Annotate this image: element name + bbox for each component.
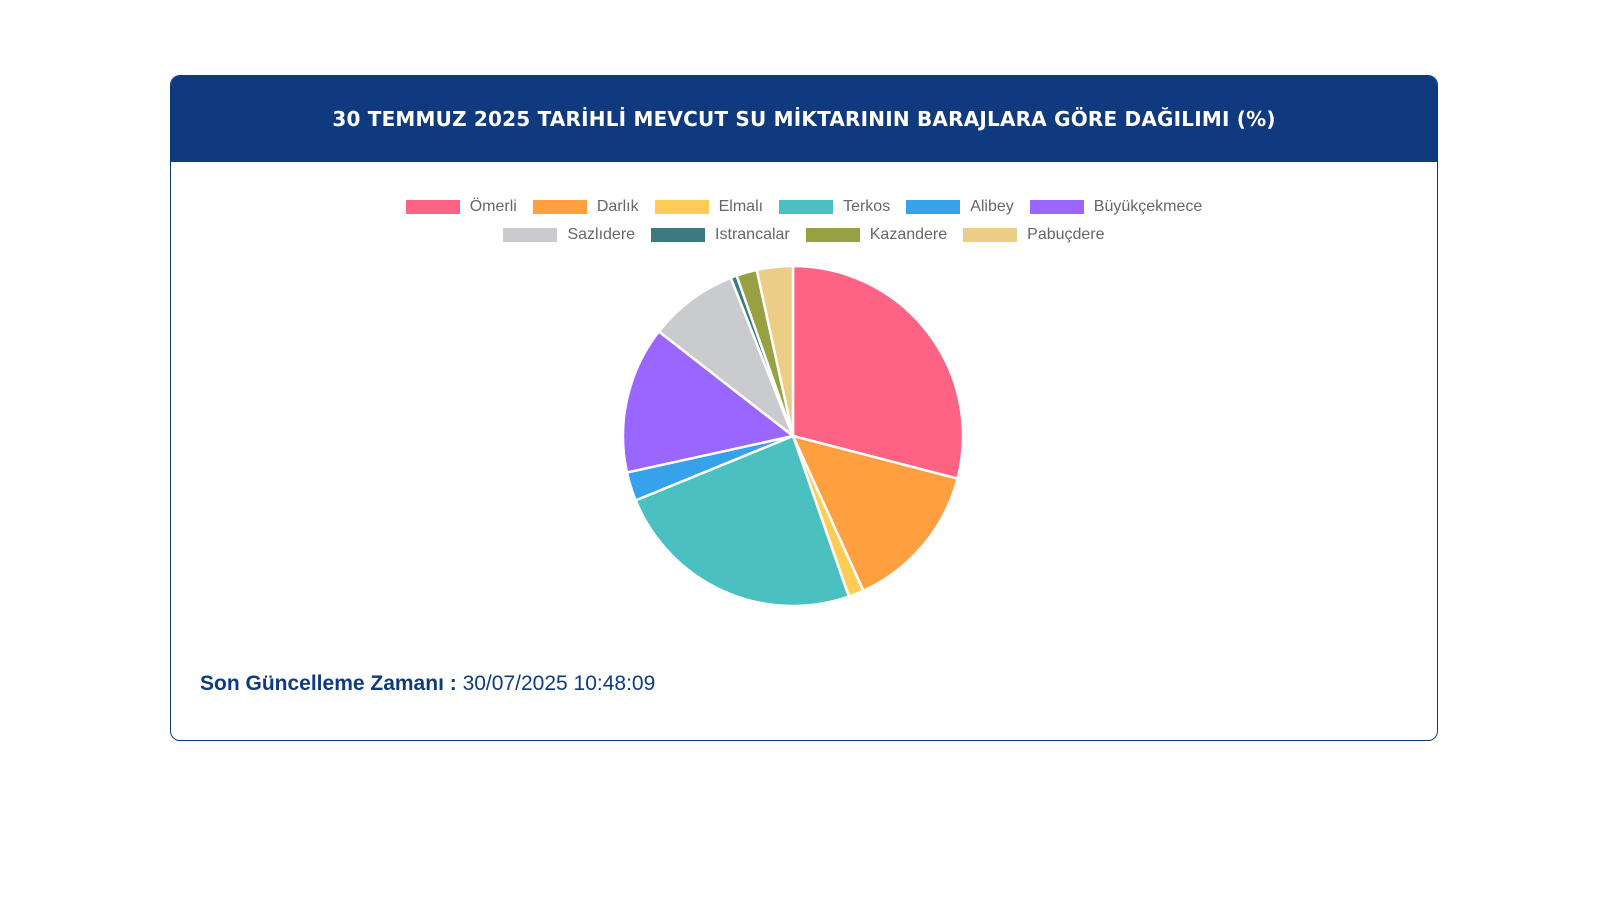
legend-swatch (651, 228, 706, 242)
pie-slice-pabucdere[interactable] (755, 264, 795, 437)
legend-item-sazlidere[interactable]: Sazlıdere (503, 226, 635, 244)
legend-label: Terkos (843, 198, 891, 215)
legend-swatch (532, 200, 587, 214)
legend-item-terkos[interactable]: Terkos (779, 198, 890, 216)
pie-slice-sazlidere[interactable] (657, 276, 796, 440)
legend-swatch (906, 200, 961, 214)
legend-label: Pabuçdere (1027, 226, 1105, 243)
chart-card: 30 TEMMUZ 2025 TARİHLİ MEVCUT SU MİKTARI… (170, 75, 1438, 741)
chart-title: 30 TEMMUZ 2025 TARİHLİ MEVCUT SU MİKTARI… (332, 107, 1276, 131)
pie-chart-area (171, 262, 1437, 622)
legend-label: Büyükçekmece (1093, 198, 1203, 215)
legend-item-pabucdere[interactable]: Pabuçdere (963, 226, 1105, 244)
legend-swatch (805, 228, 860, 242)
legend-swatch (779, 200, 834, 214)
legend-item-alibey[interactable]: Alibey (906, 198, 1014, 216)
legend-swatch (405, 200, 460, 214)
legend-item-darlik[interactable]: Darlık (532, 198, 639, 216)
pie-slice-darlik[interactable] (790, 434, 960, 593)
legend-item-kazandere[interactable]: Kazandere (805, 226, 948, 244)
last-update: Son Güncelleme Zamanı : 30/07/2025 10:48… (200, 672, 655, 696)
pie-slice-buyukcekmece[interactable] (621, 329, 796, 475)
legend-swatch (963, 228, 1018, 242)
legend-label: Kazandere (869, 226, 948, 243)
pie-chart (621, 264, 965, 608)
card-header: 30 TEMMUZ 2025 TARİHLİ MEVCUT SU MİKTARI… (171, 76, 1437, 162)
legend-label: Darlık (596, 198, 639, 215)
legend-item-elmali[interactable]: Elmalı (654, 198, 764, 216)
legend-label: Sazlıdere (567, 226, 636, 243)
legend-item-omerli[interactable]: Ömerli (405, 198, 517, 216)
legend-label: Ömerli (469, 198, 517, 215)
legend-item-buyukcekmece[interactable]: Büyükçekmece (1029, 198, 1203, 216)
chart-legend: Ömerli Darlık Elmalı Terkos Alibey Büyükçekme… (171, 198, 1437, 244)
legend-item-istrancalar[interactable]: Istrancalar (651, 226, 790, 244)
legend-label: Istrancalar (715, 226, 790, 243)
legend-swatch (503, 228, 558, 242)
legend-label: Alibey (970, 198, 1014, 215)
last-update-label: Son Güncelleme Zamanı : (200, 672, 457, 695)
pie-slice-terkos[interactable] (634, 434, 851, 608)
legend-label: Elmalı (718, 198, 764, 215)
pie-slice-omerli[interactable] (791, 264, 965, 481)
legend-swatch (1029, 200, 1084, 214)
last-update-value: 30/07/2025 10:48:09 (462, 672, 656, 695)
legend-swatch (654, 200, 709, 214)
